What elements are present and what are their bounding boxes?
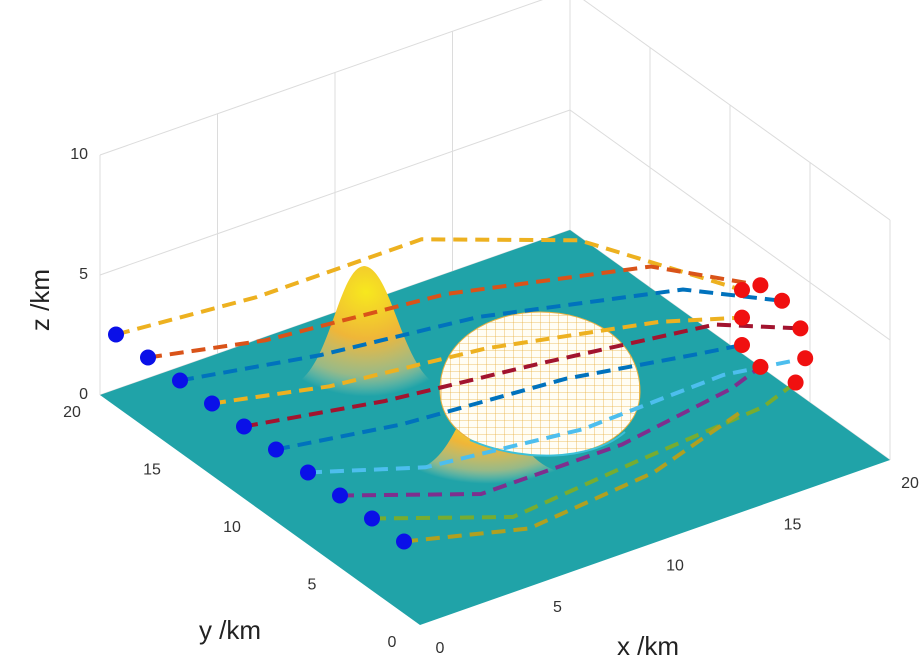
x-tick-label: 10 — [666, 558, 684, 575]
z-tick-label: 5 — [79, 266, 88, 283]
z-tick-label: 10 — [70, 146, 88, 163]
z-axis-label: z /km — [25, 269, 55, 331]
start-point — [140, 350, 156, 366]
start-point — [236, 419, 252, 435]
y-tick-label: 20 — [63, 404, 81, 421]
y-tick-label: 5 — [308, 577, 317, 594]
end-point — [734, 310, 750, 326]
end-point — [797, 350, 813, 366]
y-tick-label: 10 — [223, 519, 241, 536]
x-tick-label: 20 — [901, 475, 919, 492]
end-point — [774, 293, 790, 309]
start-point — [172, 373, 188, 389]
x-axis-label: x /km — [617, 631, 679, 661]
start-point — [300, 465, 316, 481]
x-tick-label: 15 — [784, 516, 802, 533]
chart: z /km y /km x /km 05101520051015200510 — [0, 0, 924, 663]
y-axis-label: y /km — [199, 615, 261, 645]
start-point — [108, 327, 124, 343]
end-point — [752, 277, 768, 293]
x-tick-label: 5 — [553, 599, 562, 616]
z-tick-label: 0 — [79, 386, 88, 403]
end-point — [752, 359, 768, 375]
end-point — [734, 337, 750, 353]
y-tick-label: 0 — [388, 634, 397, 651]
y-tick-label: 15 — [143, 462, 161, 479]
end-point — [788, 375, 804, 391]
start-point — [364, 511, 380, 527]
start-point — [396, 534, 412, 550]
start-point — [332, 488, 348, 504]
end-point — [792, 320, 808, 336]
start-point — [268, 442, 284, 458]
end-point — [734, 282, 750, 298]
x-tick-label: 0 — [436, 640, 445, 657]
start-point — [204, 396, 220, 412]
